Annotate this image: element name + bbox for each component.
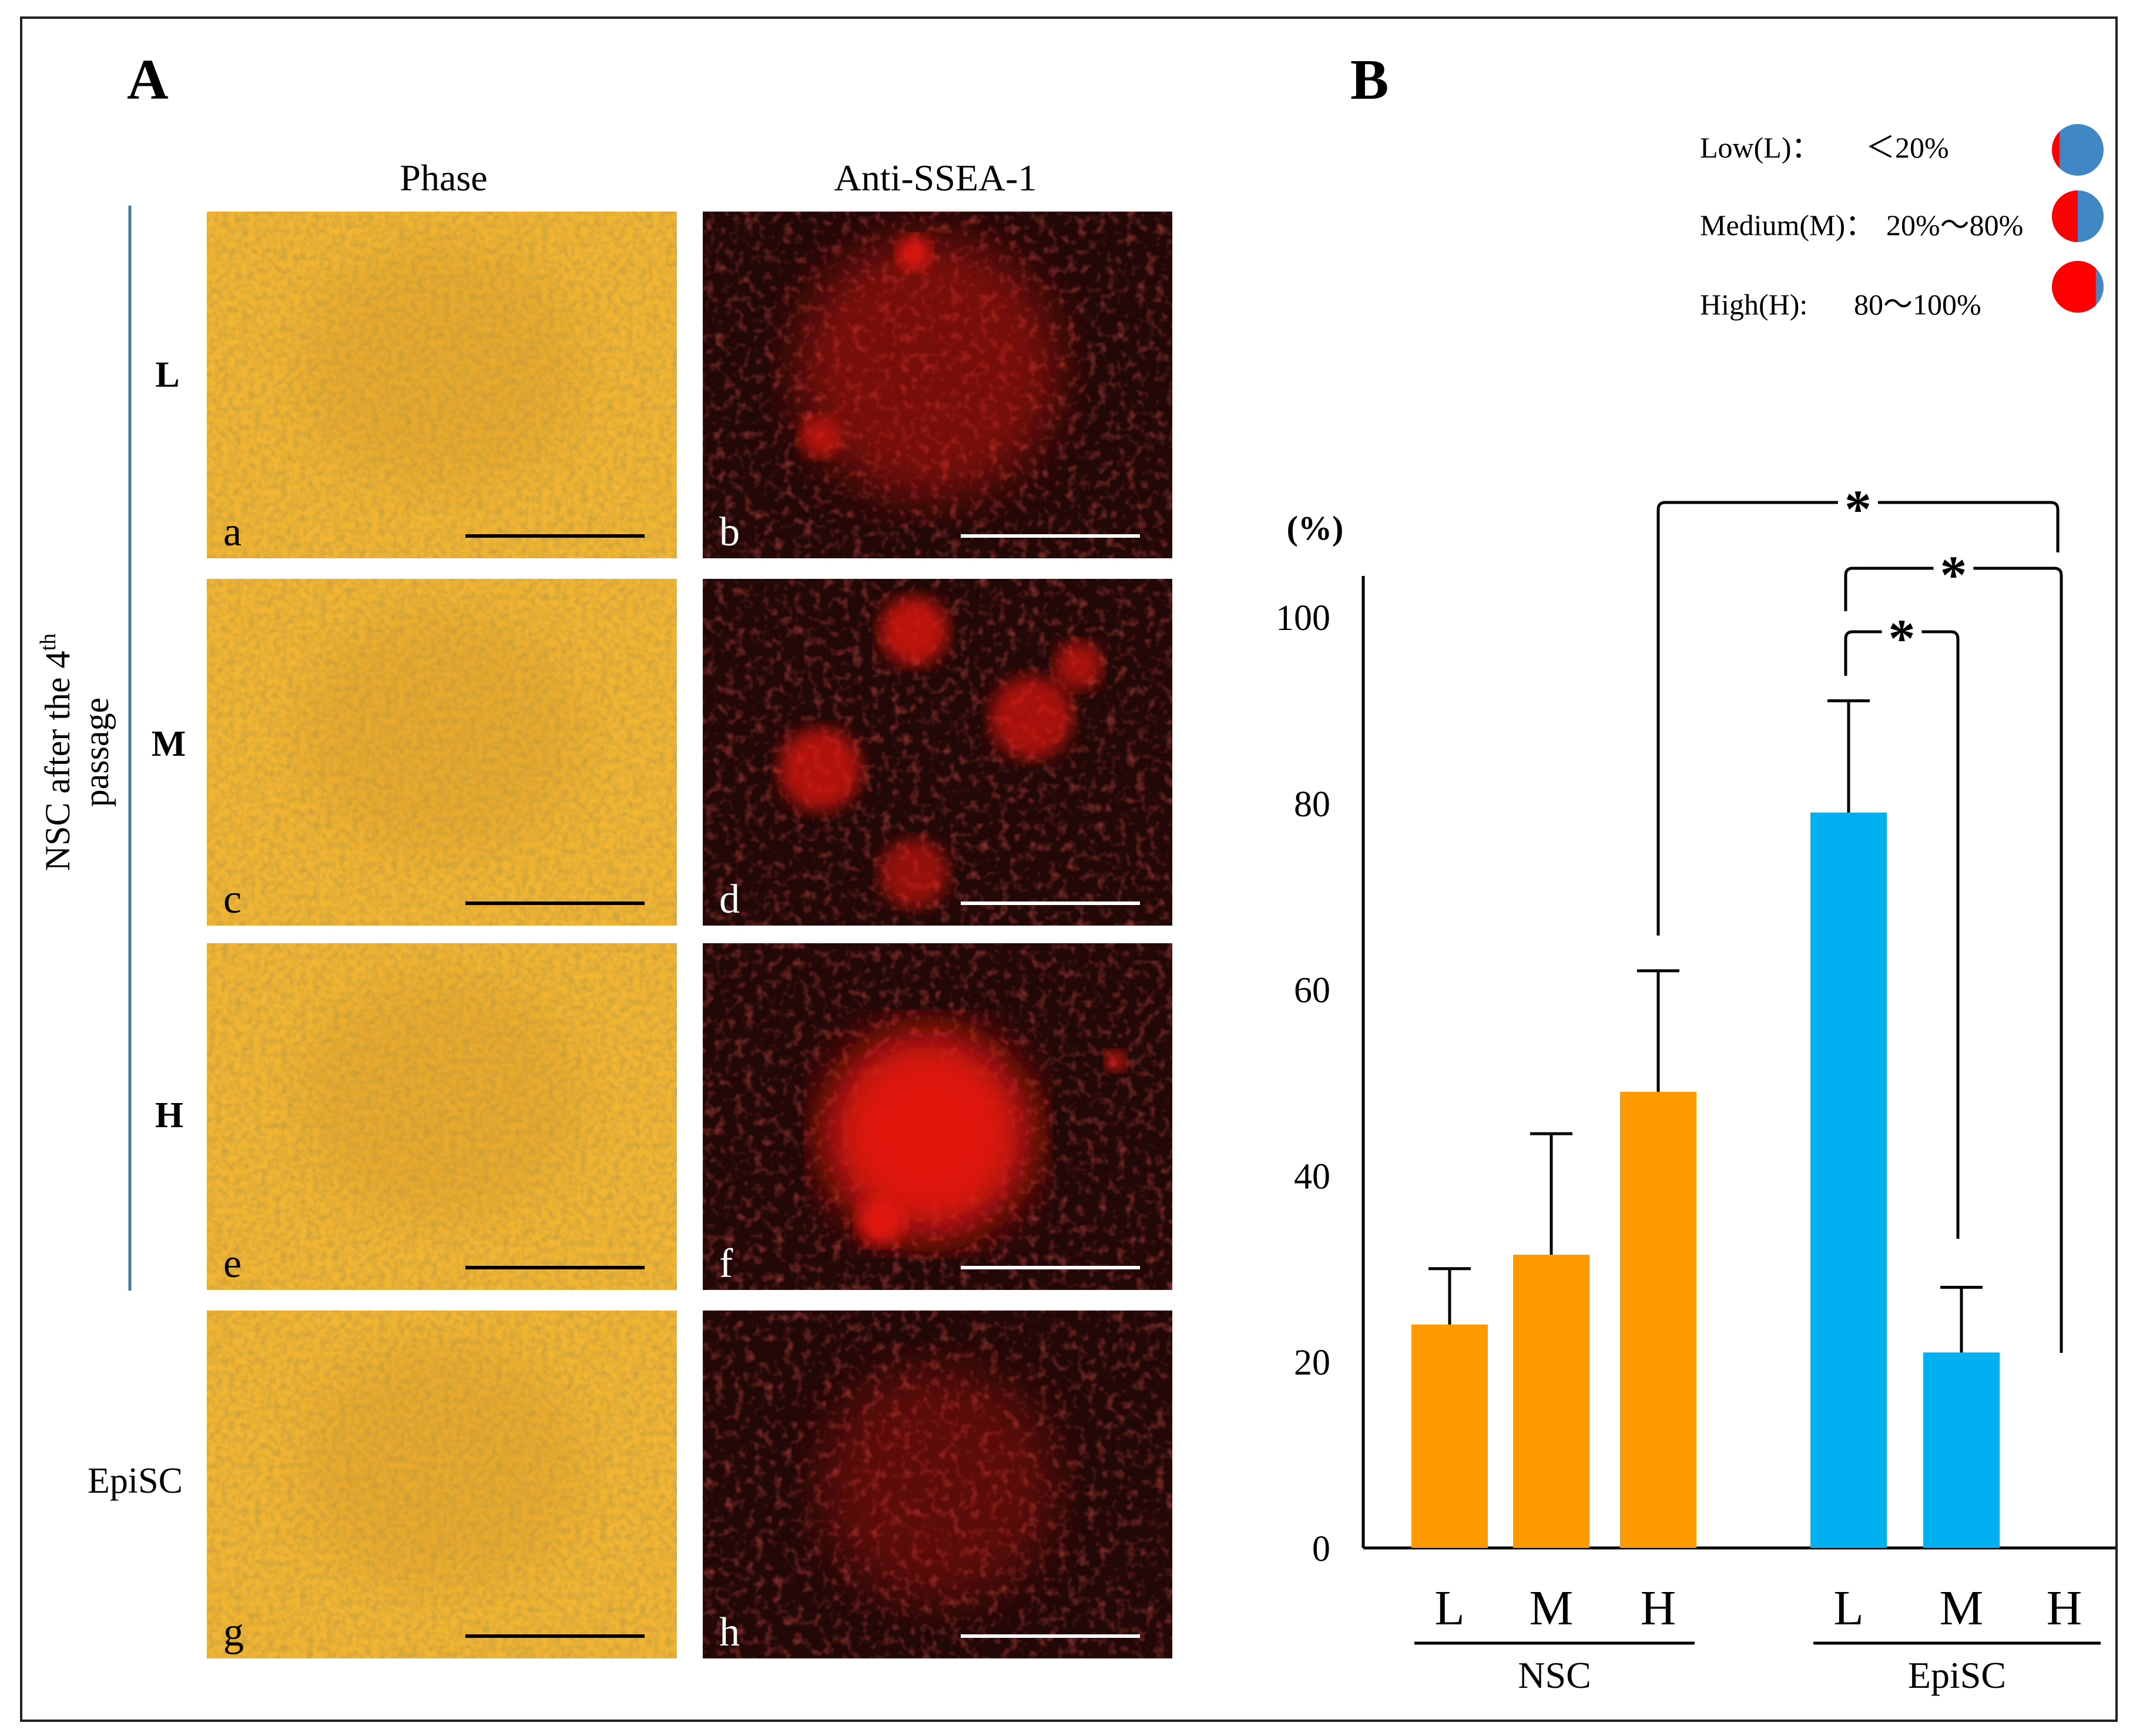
significance-mark-2: * [1889, 608, 1916, 668]
image-d-signal-1 [778, 728, 862, 812]
image-e-letter: e [223, 1241, 242, 1286]
micrograph-d: d [703, 579, 1172, 926]
significance-mark-bg-0 [1838, 479, 1878, 526]
legend-low-range: ＜20% [1866, 131, 1949, 164]
y-tick-label-40: 40 [1294, 1157, 1330, 1197]
legend-high-range: 80～100% [1854, 288, 1981, 321]
legend-medium-range: 20%～80% [1886, 209, 2023, 242]
svg-text:NSC after the 4th: NSC after the 4th [36, 634, 77, 871]
image-c-letter: c [223, 877, 242, 922]
image-f-signal-0 [824, 1030, 1032, 1238]
significance-mark-bg-1 [1933, 545, 1974, 592]
y-tick-label-60: 60 [1294, 971, 1330, 1011]
y-tick-label-100: 100 [1276, 598, 1330, 638]
image-e-colony [301, 978, 583, 1221]
micrograph-e: e [207, 943, 677, 1290]
x-tick-label-episc-m: M [1940, 1581, 1984, 1636]
legend-icon-high [2052, 261, 2104, 313]
image-d-letter: d [719, 877, 740, 922]
figure-frame [20, 16, 2118, 1722]
image-g-colony [301, 1345, 583, 1589]
panel-a-label: A [127, 48, 169, 112]
legend-icon-medium [2052, 190, 2104, 242]
side-label-sup: th [36, 634, 61, 651]
image-h-letter: h [719, 1610, 740, 1655]
image-h-signal-0 [819, 1366, 1056, 1603]
legend: Low(L)： ＜20% Medium(M)： 20%～80% High(H):… [1700, 124, 2104, 321]
x-tick-label-nsc-h: H [1641, 1581, 1676, 1636]
micrograph-a: a [207, 212, 677, 558]
nsc-side-label: NSC after the 4th passage [36, 634, 116, 871]
col-header-anti-ssea1: Anti-SSEA-1 [834, 157, 1037, 199]
image-c-colony [301, 614, 583, 856]
group-label-episc: EpiSC [1908, 1654, 2006, 1696]
x-tick-label-episc-h: H [2047, 1581, 2082, 1636]
micrograph-h: h [703, 1311, 1172, 1658]
significance-mark-1: * [1940, 545, 1967, 605]
bar-nsc-l [1411, 1324, 1488, 1548]
image-d-signal-3 [879, 839, 949, 909]
legend-low-label: Low(L)： [1700, 131, 1821, 164]
side-label-line2: passage [77, 698, 116, 807]
row-label-m: M [152, 724, 186, 764]
image-d-signal-2 [990, 676, 1074, 759]
bar-episc-l [1810, 812, 1887, 1548]
x-tick-label-nsc-l: L [1434, 1581, 1464, 1636]
image-f-signal-1 [857, 1196, 905, 1245]
legend-1-red-segment [2052, 190, 2078, 242]
bar-episc-m [1923, 1352, 2000, 1548]
row-label-l: L [155, 355, 179, 395]
row-label-h: H [155, 1095, 183, 1135]
legend-high-label: High(H): [1700, 288, 1807, 321]
micrograph-f: f [703, 943, 1172, 1290]
image-b-letter: b [719, 510, 740, 555]
image-g-letter: g [223, 1610, 244, 1655]
y-tick-label-80: 80 [1294, 785, 1330, 825]
image-b-signal-2 [799, 416, 841, 458]
legend-0-blue-disc [2052, 124, 2104, 176]
bar-nsc-m [1513, 1255, 1589, 1548]
legend-icon-low [2051, 124, 2104, 176]
side-label-line1: NSC after the 4 [38, 651, 77, 871]
image-b-signal-1 [897, 236, 932, 271]
bar-nsc-h [1620, 1091, 1696, 1548]
micrograph-b: b [703, 212, 1172, 558]
panel-b-label: B [1350, 48, 1389, 112]
image-b-signal-0 [796, 236, 1060, 500]
legend-0-red-segment [2051, 131, 2060, 169]
legend-medium-label: Medium(M)： [1700, 209, 1874, 242]
micrograph-g: g [207, 1311, 677, 1658]
image-a-letter: a [223, 510, 242, 555]
image-d-signal-4 [1054, 641, 1103, 690]
legend-2-red-segment [2052, 261, 2096, 313]
group-label-nsc: NSC [1518, 1654, 1591, 1696]
y-tick-label-0: 0 [1312, 1529, 1330, 1569]
col-header-phase: Phase [400, 157, 487, 199]
image-a-colony [301, 246, 583, 489]
image-f-signal-2 [1105, 1050, 1126, 1072]
y-axis-label: (%) [1287, 509, 1344, 547]
micrograph-c: c [207, 579, 677, 926]
image-d-signal-0 [879, 596, 949, 666]
bar-chart: 0 20 40 60 80 100 L M H NSC L M H EpiSC * * * [1276, 479, 2115, 1696]
row-label-episc: EpiSC [88, 1461, 183, 1501]
x-tick-label-nsc-m: M [1530, 1581, 1574, 1636]
significance-mark-bg-2 [1882, 608, 1922, 655]
micrograph-grid: a b c d e f g h [207, 212, 1172, 1658]
significance-mark-0: * [1844, 479, 1872, 539]
image-f-letter: f [719, 1241, 733, 1286]
y-tick-label-20: 20 [1294, 1343, 1330, 1383]
x-tick-label-episc-l: L [1833, 1581, 1863, 1636]
